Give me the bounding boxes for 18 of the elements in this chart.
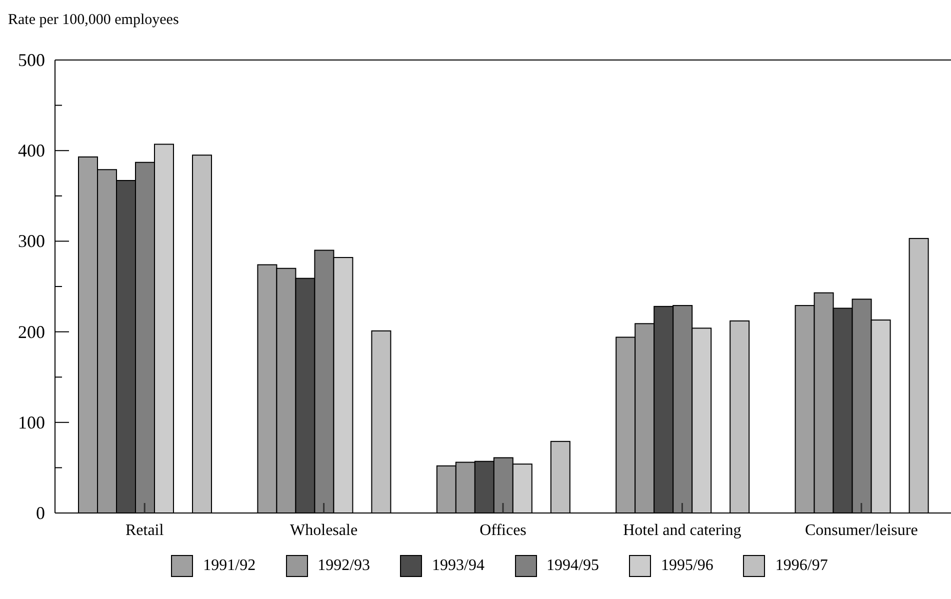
legend-label: 1991/92	[203, 557, 256, 575]
y-tick-label: 200	[18, 322, 45, 342]
y-tick-label: 500	[18, 50, 45, 70]
x-tick-label: Consumer/leisure	[804, 522, 918, 539]
y-tick-label: 0	[36, 503, 45, 523]
y-axis-title: Rate per 100,000 employees	[8, 12, 179, 29]
x-tick-label: Offices	[480, 522, 526, 539]
y-tick-label: 400	[18, 140, 45, 161]
y-tick-label: 300	[18, 231, 45, 252]
y-tick-label: 100	[18, 412, 45, 432]
legend-label: 1996/97	[775, 557, 828, 575]
x-tick-label: Hotel and catering	[623, 522, 742, 539]
x-tick-label: Retail	[125, 522, 164, 539]
legend-label: 1993/94	[432, 557, 484, 575]
legend-label: 1995/96	[660, 557, 714, 575]
legend-label: 1992/93	[318, 557, 370, 575]
legend-label: 1994/95	[546, 557, 599, 575]
x-tick-label: Wholesale	[290, 522, 358, 539]
